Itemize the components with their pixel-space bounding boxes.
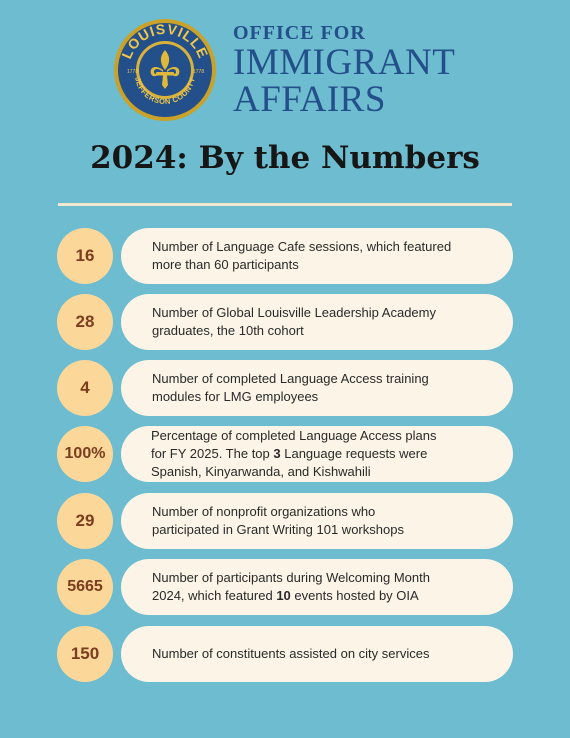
stat-row: 100% Percentage of completed Language Ac… xyxy=(57,426,515,482)
stat-highlight-number: 3 xyxy=(273,446,281,461)
seal-left-year: 1778 xyxy=(127,69,138,75)
stat-description: Number of Language Cafe sessions, which … xyxy=(121,228,513,284)
stat-description-line: events hosted by OIA xyxy=(290,588,419,603)
stat-description-line: Language requests were xyxy=(280,446,428,461)
stat-description: Percentage of completed Language Access … xyxy=(121,426,513,482)
stat-description-line: more than 60 participants xyxy=(152,257,299,272)
stat-description-line: 2024, which featured xyxy=(152,588,277,603)
stat-description: Number of participants during Welcoming … xyxy=(121,559,513,615)
stat-description-line: for FY 2025. The top xyxy=(151,446,274,461)
stat-value-circle: 100% xyxy=(57,426,113,482)
stat-description: Number of completed Language Access trai… xyxy=(121,360,513,416)
org-name-line2: IMMIGRANT xyxy=(233,42,456,83)
stat-description-line: Number of constituents assisted on city … xyxy=(152,646,430,661)
stat-value-circle: 5665 xyxy=(57,559,113,615)
stat-description-line: Number of Language Cafe sessions, which … xyxy=(152,239,452,254)
stat-row: 150 Number of constituents assisted on c… xyxy=(57,626,515,682)
org-name-line3: AFFAIRS xyxy=(233,79,386,120)
stat-description-line: Percentage of completed Language Access … xyxy=(151,428,437,443)
seal-right-year: 1778 xyxy=(193,69,204,75)
stat-description: Number of constituents assisted on city … xyxy=(121,626,513,682)
stat-row: 16 Number of Language Cafe sessions, whi… xyxy=(57,228,515,284)
stat-description-line: Number of participants during Welcoming … xyxy=(152,570,430,585)
stat-description-line: Number of completed Language Access trai… xyxy=(152,371,429,386)
org-name-line1: OFFICE FOR xyxy=(233,22,366,44)
page-title: 2024: By the Numbers xyxy=(90,140,480,176)
stat-value-circle: 150 xyxy=(57,626,113,682)
stat-value-circle: 16 xyxy=(57,228,113,284)
stat-row: 28 Number of Global Louisville Leadershi… xyxy=(57,294,515,350)
stat-description-line: Spanish, Kinyarwanda, and Kishwahili xyxy=(151,464,371,479)
fleur-de-lis-icon xyxy=(150,50,180,89)
stat-row: 4 Number of completed Language Access tr… xyxy=(57,360,515,416)
stat-row: 5665 Number of participants during Welco… xyxy=(57,559,515,615)
divider xyxy=(58,203,512,206)
stat-description-line: Number of nonprofit organizations who xyxy=(152,504,376,519)
stat-description-line: participated in Grant Writing 101 worksh… xyxy=(152,522,404,537)
stat-highlight-number: 10 xyxy=(276,588,291,603)
org-name: OFFICE FOR IMMIGRANT AFFAIRS xyxy=(233,22,455,118)
stat-description-line: graduates, the 10th cohort xyxy=(152,323,304,338)
stat-value-circle: 28 xyxy=(57,294,113,350)
stat-description-line: modules for LMG employees xyxy=(152,389,319,404)
stat-description: Number of nonprofit organizations who pa… xyxy=(121,493,513,549)
stat-value-circle: 4 xyxy=(57,360,113,416)
stat-row: 29 Number of nonprofit organizations who… xyxy=(57,493,515,549)
stat-description: Number of Global Louisville Leadership A… xyxy=(121,294,513,350)
louisville-seal-logo: LOUISVILLE JEFFERSON COUNTY 1778 1778 xyxy=(114,19,216,121)
stat-description-line: Number of Global Louisville Leadership A… xyxy=(152,305,436,320)
stat-value-circle: 29 xyxy=(57,493,113,549)
